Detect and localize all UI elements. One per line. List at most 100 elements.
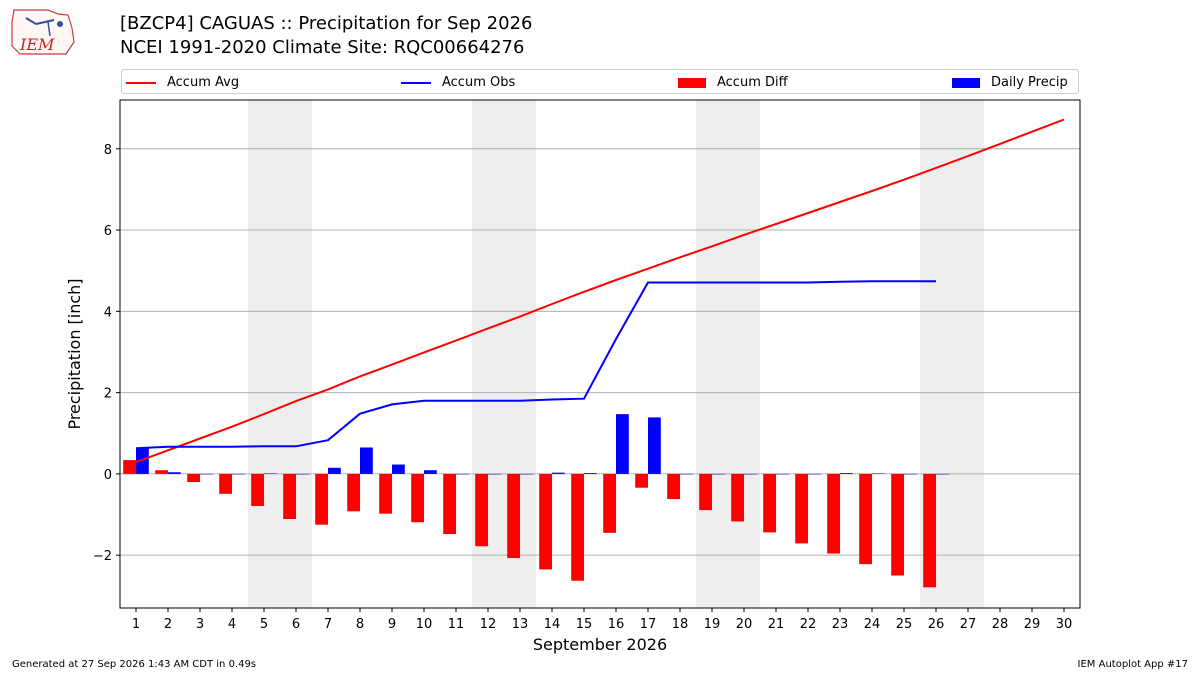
- daily-precip-bar: [136, 448, 149, 474]
- y-tick-label: 2: [104, 387, 112, 402]
- daily-precip-bar: [584, 473, 597, 474]
- weekend-band-26: [920, 100, 952, 608]
- daily-precip-bar: [360, 447, 373, 474]
- daily-precip-bar: [872, 473, 885, 474]
- legend-item-accum-avg: Accum Avg: [126, 70, 239, 95]
- daily-precip-bar: [168, 472, 181, 474]
- accum-diff-bar: [219, 473, 232, 494]
- accum-diff-bar: [635, 473, 648, 488]
- x-tick-label: 14: [544, 617, 561, 632]
- weekend-band-27: [952, 100, 984, 608]
- x-tick-label: 22: [800, 617, 817, 632]
- accum-diff-bar: [347, 473, 360, 512]
- legend-label-accum-obs: Accum Obs: [442, 75, 516, 90]
- x-tick-label: 29: [1024, 617, 1041, 632]
- x-tick-label: 8: [356, 617, 364, 632]
- plot-frame: [119, 99, 1081, 609]
- daily-precip-bar: [456, 473, 469, 475]
- weekend-band-6: [280, 100, 312, 608]
- weekend-band-20: [728, 100, 760, 608]
- daily-precip-bar: [296, 473, 309, 475]
- x-tick-label: 30: [1056, 617, 1073, 632]
- x-tick-label: 26: [928, 617, 945, 632]
- x-tick-label: 16: [608, 617, 625, 632]
- y-tick-label: 0: [104, 468, 112, 483]
- x-tick-label: 2: [164, 617, 172, 632]
- x-tick-label: 3: [196, 617, 204, 632]
- x-tick-label: 13: [512, 617, 529, 632]
- daily-precip-bar: [744, 473, 757, 475]
- accum-diff-bar: [251, 473, 264, 506]
- legend-swatch-accum-obs: [401, 81, 431, 84]
- y-tick-label: −2: [93, 549, 112, 564]
- accum-diff-bar: [763, 473, 776, 533]
- accum-diff-bar: [539, 473, 552, 570]
- y-tick-label: 4: [104, 305, 112, 320]
- accum-diff-bar: [827, 473, 840, 554]
- x-tick-label: 5: [260, 617, 268, 632]
- accum-avg-line: [135, 118, 1065, 464]
- iem-logo: IEM: [11, 9, 75, 55]
- legend-item-daily-precip: Daily Precip: [952, 70, 1068, 95]
- logo-text: IEM: [19, 35, 55, 54]
- x-tick-label: 24: [864, 617, 881, 632]
- accum-diff-bar: [443, 473, 456, 535]
- legend-item-accum-obs: Accum Obs: [401, 70, 515, 95]
- x-tick-label: 25: [896, 617, 913, 632]
- y-tick-label: 8: [104, 143, 112, 158]
- accum-diff-bar: [731, 473, 744, 522]
- chart-title: [BZCP4] CAGUAS :: Precipitation for Sep …: [120, 12, 532, 60]
- accum-obs-line: [135, 280, 936, 450]
- accum-diff-bar: [283, 473, 296, 519]
- weekend-band-19: [696, 100, 728, 608]
- accum-diff-bar: [859, 473, 872, 565]
- footer-generated: Generated at 27 Sep 2026 1:43 AM CDT in …: [12, 659, 257, 670]
- title-line-2: NCEI 1991-2020 Climate Site: RQC00664276: [120, 37, 525, 58]
- y-axis-label: Precipitation [inch]: [65, 278, 84, 429]
- daily-precip-bar: [616, 414, 629, 474]
- x-tick-label: 7: [324, 617, 332, 632]
- accum-diff-bar: [699, 473, 712, 511]
- legend-label-accum-avg: Accum Avg: [167, 75, 240, 90]
- daily-precip-bar: [552, 472, 565, 474]
- legend-label-accum-diff: Accum Diff: [717, 75, 788, 90]
- daily-precip-bar: [712, 473, 725, 475]
- accum-diff-bar: [187, 473, 200, 483]
- x-tick-label: 4: [228, 617, 236, 632]
- x-tick-label: 17: [640, 617, 657, 632]
- accum-diff-bar: [667, 473, 680, 500]
- accum-diff-bar: [923, 473, 936, 588]
- daily-precip-bar: [200, 473, 213, 475]
- daily-precip-bar: [520, 473, 533, 475]
- accum-diff-bar: [411, 473, 424, 523]
- legend-item-accum-diff: Accum Diff: [678, 70, 788, 95]
- x-tick-label: 11: [448, 617, 465, 632]
- daily-precip-bar: [936, 473, 949, 475]
- daily-precip-bar: [392, 464, 405, 474]
- accum-diff-bar: [379, 473, 392, 514]
- footer-app: IEM Autoplot App #17: [1077, 659, 1188, 670]
- accum-diff-bar: [507, 473, 520, 559]
- daily-precip-bar: [680, 473, 693, 475]
- weekend-band-5: [248, 100, 280, 608]
- daily-precip-bar: [328, 467, 341, 474]
- x-tick-label: 15: [576, 617, 593, 632]
- x-tick-label: 23: [832, 617, 849, 632]
- daily-precip-bar: [808, 473, 821, 475]
- accum-diff-bar: [475, 473, 488, 547]
- accum-diff-bar: [603, 473, 616, 533]
- accum-diff-bar: [123, 460, 136, 474]
- y-tick-label: 6: [104, 224, 112, 239]
- legend-swatch-accum-diff: [678, 77, 706, 88]
- accum-diff-bar: [891, 473, 904, 576]
- daily-precip-bar: [840, 473, 853, 474]
- daily-precip-bar: [424, 470, 437, 474]
- x-tick-label: 12: [480, 617, 497, 632]
- daily-precip-bar: [648, 417, 661, 474]
- x-tick-label: 6: [292, 617, 300, 632]
- x-tick-label: 21: [768, 617, 785, 632]
- x-tick-label: 1: [132, 617, 140, 632]
- x-tick-label: 20: [736, 617, 753, 632]
- title-line-1: [BZCP4] CAGUAS :: Precipitation for Sep …: [120, 13, 533, 34]
- accum-diff-bar: [571, 473, 584, 581]
